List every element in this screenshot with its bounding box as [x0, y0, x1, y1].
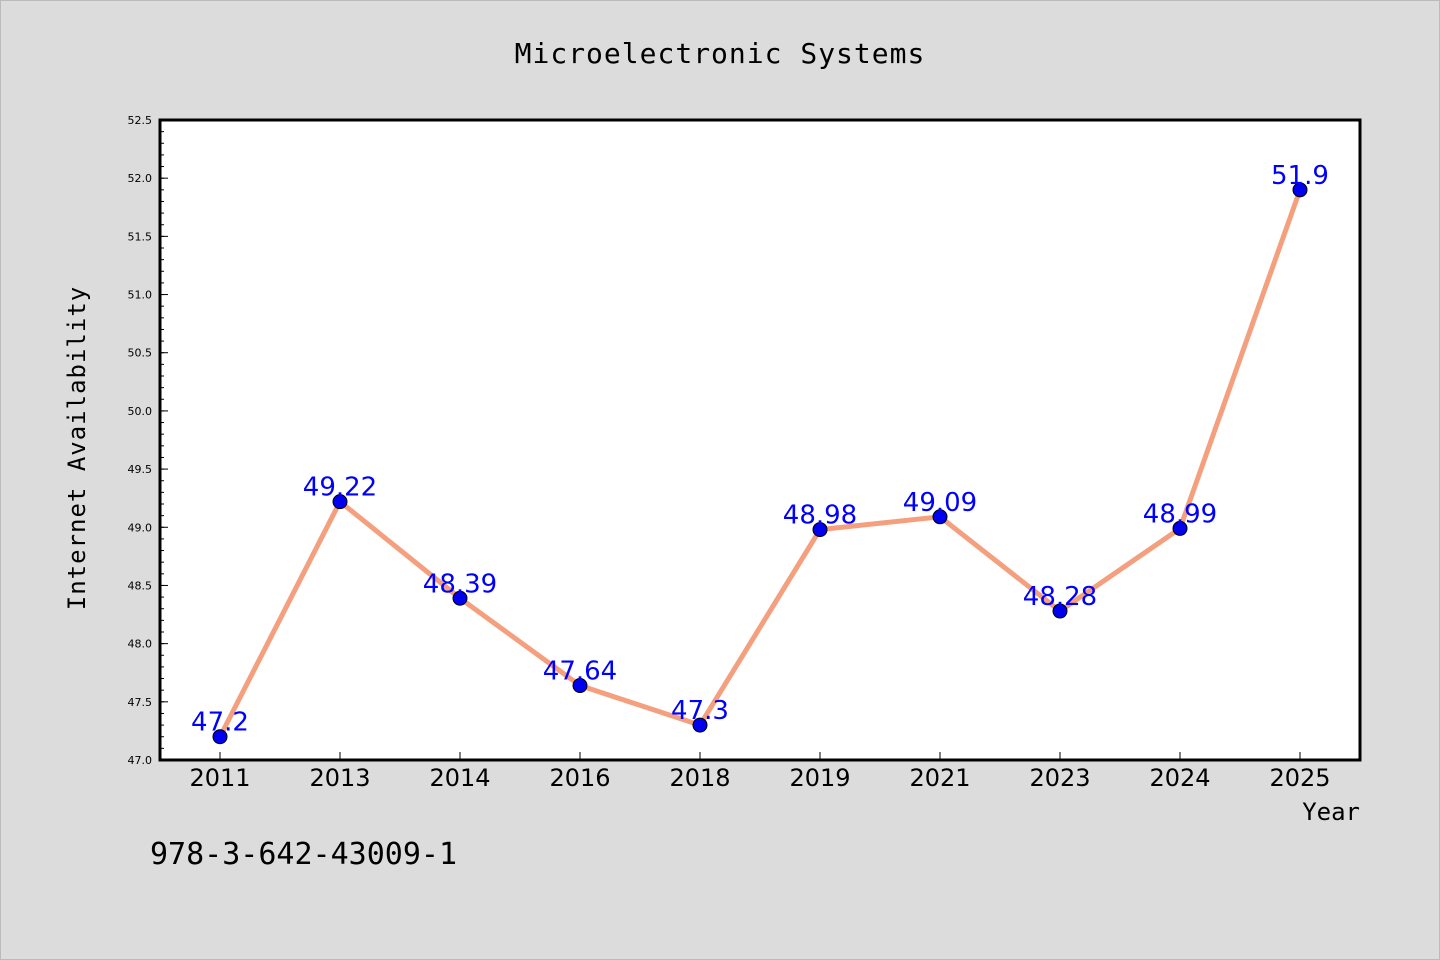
y-tick-label: 49.0	[128, 521, 153, 534]
data-label: 47.2	[191, 708, 249, 738]
data-label: 51.9	[1271, 161, 1329, 191]
x-tick-label: 2024	[1149, 764, 1210, 792]
data-point	[1172, 520, 1188, 536]
x-tick-label: 2013	[309, 764, 370, 792]
x-tick-label: 2019	[789, 764, 850, 792]
y-tick-label: 50.0	[128, 405, 153, 418]
y-tick-label: 47.0	[128, 754, 153, 767]
x-tick-label: 2021	[909, 764, 970, 792]
y-tick-label: 50.5	[128, 347, 153, 360]
y-tick-label: 48.5	[128, 579, 153, 592]
x-tick-label: 2014	[429, 764, 490, 792]
data-point	[812, 522, 828, 538]
x-axis: 2011 2013 2014 2016 2018 2019 2021 2023 2024 2025	[189, 752, 1331, 792]
isbn-annotation: 978-3-642-43009-1	[150, 837, 457, 872]
data-label: 48.99	[1143, 499, 1217, 529]
x-tick-label: 2016	[549, 764, 610, 792]
y-tick-label: 52.5	[128, 114, 153, 127]
y-tick-label: 48.0	[128, 638, 153, 651]
chart-title: Microelectronic Systems	[515, 37, 926, 70]
x-axis-label: Year	[1302, 798, 1360, 826]
plot-area	[160, 120, 1360, 760]
data-label: 49.09	[903, 488, 977, 518]
x-tick-label: 2011	[189, 764, 250, 792]
series-line	[217, 187, 1303, 740]
data-labels: 47.2 49.22 48.39 47.64 47.3 48.98 49.09 48.28 48…	[191, 161, 1329, 738]
data-point	[212, 729, 228, 745]
data-point	[932, 509, 948, 525]
data-point	[1292, 182, 1308, 198]
plot-frame	[158, 118, 1362, 762]
data-label: 47.3	[671, 696, 729, 726]
y-tick-label: 52.0	[128, 172, 153, 185]
y-axis-label: Internet Availability	[63, 286, 91, 610]
data-point	[572, 678, 588, 694]
data-label: 47.64	[543, 657, 617, 687]
x-tick-label: 2023	[1029, 764, 1090, 792]
data-label: 48.98	[783, 501, 857, 531]
y-tick-label: 51.5	[128, 230, 153, 243]
y-tick-label: 47.5	[128, 696, 153, 709]
data-point	[332, 494, 348, 510]
data-point	[452, 590, 468, 606]
series-markers	[212, 182, 1308, 745]
x-tick-label: 2025	[1269, 764, 1330, 792]
x-tick-label: 2018	[669, 764, 730, 792]
data-point	[1052, 603, 1068, 619]
y-axis: 47.0 47.5 48.0 48.5 49.0 49.5 50.0 50.5 51.0 51.5…	[128, 114, 168, 767]
y-tick-label: 51.0	[128, 289, 153, 302]
data-point	[692, 717, 708, 733]
data-label: 48.28	[1023, 582, 1097, 612]
data-label: 48.39	[423, 569, 497, 599]
data-label: 49.22	[303, 473, 377, 503]
y-tick-label: 49.5	[128, 463, 153, 476]
